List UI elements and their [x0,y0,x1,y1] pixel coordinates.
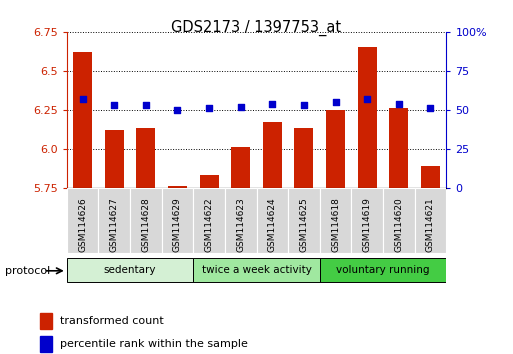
Text: GSM114623: GSM114623 [236,198,245,252]
Text: percentile rank within the sample: percentile rank within the sample [61,339,248,349]
Bar [231,147,250,188]
Text: protocol: protocol [5,266,50,276]
Text: GSM114622: GSM114622 [205,198,213,252]
Bar [136,129,155,188]
Bar [73,52,92,188]
Bar [320,258,446,282]
Bar [193,258,320,282]
Bar [40,313,52,329]
Bar [67,188,98,253]
Bar [320,188,351,253]
Bar [288,188,320,253]
Text: GSM114624: GSM114624 [268,198,277,252]
Bar [383,188,415,253]
Text: GSM114618: GSM114618 [331,198,340,252]
Text: GSM114629: GSM114629 [173,198,182,252]
Point [173,107,182,113]
Text: voluntary running: voluntary running [337,265,430,275]
Bar [263,122,282,188]
Bar [98,188,130,253]
Text: twice a week activity: twice a week activity [202,265,311,275]
Point [236,104,245,109]
Bar [193,188,225,253]
Text: GSM114620: GSM114620 [394,198,403,252]
Text: GSM114625: GSM114625 [300,198,308,252]
Point [426,105,435,111]
Text: GSM114619: GSM114619 [363,198,372,252]
Text: GDS2173 / 1397753_at: GDS2173 / 1397753_at [171,19,342,36]
Bar [40,336,52,352]
Point [363,96,371,102]
Bar [294,129,313,188]
Point [110,102,118,108]
Point [394,101,403,106]
Point [300,102,308,108]
Bar [358,47,377,188]
Bar [130,188,162,253]
Point [78,96,87,102]
Point [205,105,213,111]
Text: GSM114628: GSM114628 [141,198,150,252]
Bar [421,166,440,188]
Bar [415,188,446,253]
Bar [389,108,408,188]
Text: sedentary: sedentary [104,265,156,275]
Bar [225,188,256,253]
Bar [351,188,383,253]
Point [142,102,150,108]
Bar [326,110,345,188]
Text: GSM114627: GSM114627 [110,198,119,252]
Bar [105,130,124,188]
Point [331,99,340,105]
Bar [162,188,193,253]
Text: GSM114621: GSM114621 [426,198,435,252]
Text: transformed count: transformed count [61,316,164,326]
Bar [168,186,187,188]
Bar [256,188,288,253]
Bar [200,175,219,188]
Point [268,101,277,106]
Bar [67,258,193,282]
Text: GSM114626: GSM114626 [78,198,87,252]
